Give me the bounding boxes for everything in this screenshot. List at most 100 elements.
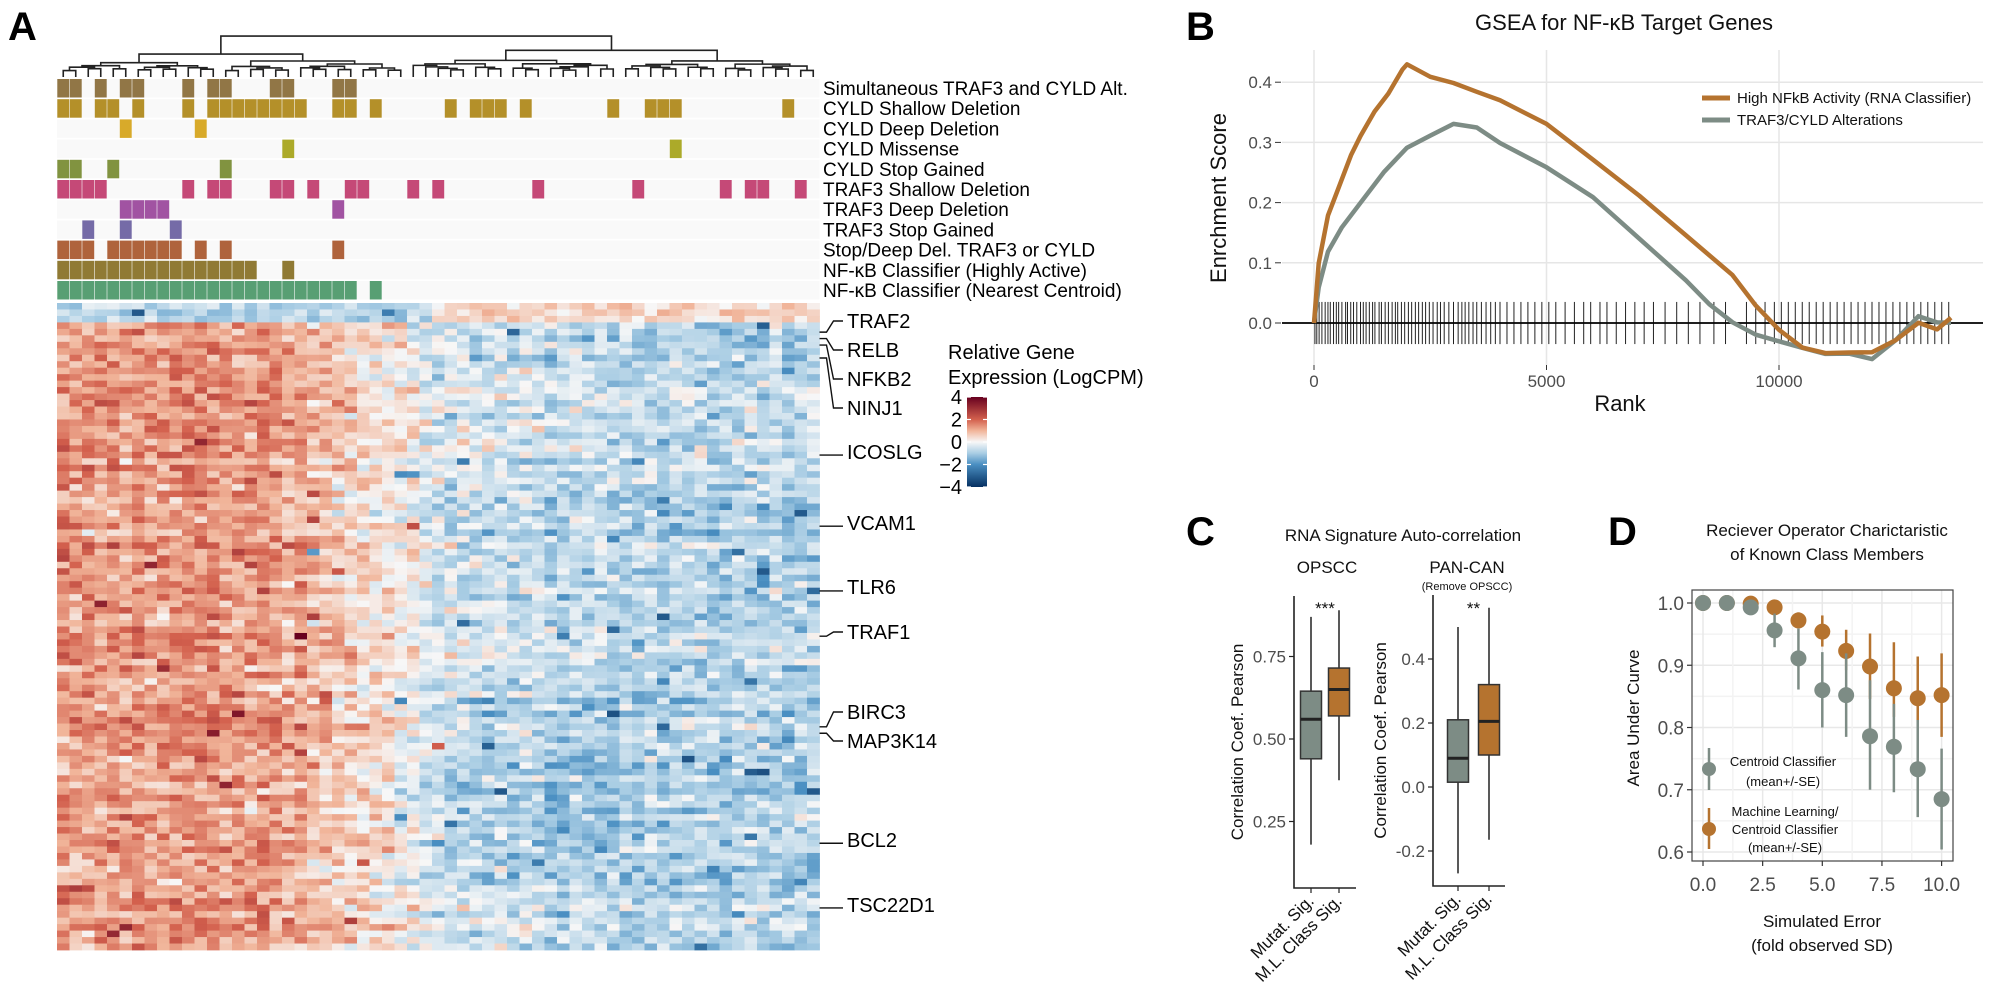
heatmap-cell — [582, 684, 595, 692]
heatmap-cell — [144, 730, 158, 737]
heatmap-cell — [669, 581, 683, 589]
heatmap-cell — [682, 341, 695, 349]
annotation-cell — [319, 281, 332, 300]
heatmap-cell — [169, 801, 183, 809]
heatmap-cell — [432, 477, 445, 485]
heatmap-cell — [607, 412, 620, 420]
heatmap-cell — [107, 303, 120, 310]
heatmap-cell — [107, 555, 120, 563]
heatmap-cell — [532, 600, 545, 608]
heatmap-cell — [719, 516, 733, 524]
heatmap-cell — [657, 542, 670, 550]
heatmap-cell — [557, 380, 570, 388]
heatmap-cell — [707, 794, 720, 802]
heatmap-cell — [294, 561, 308, 569]
annotation-cell — [69, 79, 82, 98]
heatmap-cell — [657, 387, 670, 394]
heatmap-cell — [207, 574, 220, 582]
heatmap-cell — [82, 516, 95, 524]
heatmap-cell — [82, 535, 95, 543]
heatmap-cell — [344, 367, 358, 375]
heatmap-cell — [457, 380, 470, 388]
heatmap-cell — [794, 322, 808, 330]
heatmap-cell — [244, 697, 258, 705]
heatmap-cell — [294, 581, 308, 589]
heatmap-cell — [782, 658, 795, 666]
heatmap-cell — [607, 639, 620, 647]
heatmap-cell — [257, 309, 270, 317]
heatmap-cell — [107, 632, 120, 640]
heatmap-cell — [307, 348, 320, 356]
heatmap-cell — [144, 645, 158, 653]
heatmap-cell — [444, 419, 458, 427]
heatmap-cell — [757, 451, 770, 459]
heatmap-cell — [94, 678, 108, 686]
heatmap-cell — [407, 710, 420, 718]
heatmap-cell — [244, 801, 258, 809]
heatmap-cell — [607, 626, 620, 634]
heatmap-cell — [269, 658, 283, 666]
heatmap-cell — [569, 412, 583, 420]
heatmap-cell — [194, 328, 208, 336]
heatmap-cell — [694, 367, 708, 375]
heatmap-cell — [382, 607, 395, 614]
heatmap-cell — [494, 587, 508, 595]
heatmap-cell — [532, 464, 545, 472]
heatmap-cell — [732, 393, 745, 401]
heatmap-cell — [432, 400, 445, 407]
heatmap-cell — [232, 406, 245, 414]
heatmap-cell — [532, 412, 545, 420]
heatmap-cell — [594, 387, 608, 394]
heatmap-cell — [769, 354, 783, 362]
heatmap-cell — [444, 587, 458, 595]
heatmap-cell — [219, 419, 233, 427]
heatmap-cell — [757, 561, 770, 569]
heatmap-cell — [319, 322, 333, 330]
heatmap-cell — [594, 328, 608, 336]
heatmap-cell — [619, 315, 633, 323]
heatmap-cell — [107, 309, 120, 317]
heatmap-cell — [482, 717, 495, 724]
heatmap-cell — [344, 788, 358, 796]
heatmap-cell — [669, 568, 683, 576]
heatmap-cell — [794, 548, 808, 556]
heatmap-cell — [757, 464, 770, 472]
heatmap-cell — [582, 458, 595, 466]
heatmap-cell — [357, 665, 370, 673]
heatmap-cell — [644, 354, 658, 362]
heatmap-cell — [382, 658, 395, 666]
heatmap-cell — [432, 412, 445, 420]
heatmap-cell — [494, 555, 508, 563]
heatmap-cell — [669, 600, 683, 608]
heatmap-cell — [432, 348, 445, 356]
heatmap-cell — [682, 522, 695, 530]
heatmap-cell — [232, 620, 245, 627]
heatmap-cell — [357, 522, 370, 530]
heatmap-cell — [182, 639, 195, 647]
heatmap-cell — [469, 555, 483, 563]
heatmap-cell — [244, 671, 258, 679]
heatmap-cell — [332, 354, 345, 362]
heatmap-cell — [232, 464, 245, 472]
heatmap-cell — [494, 497, 508, 504]
heatmap-cell — [394, 742, 408, 750]
heatmap-cell — [632, 613, 645, 621]
heatmap-cell — [344, 652, 358, 660]
annotation-cell — [119, 260, 132, 280]
heatmap-cell — [69, 464, 83, 472]
heatmap-cell — [344, 348, 358, 356]
heatmap-cell — [469, 613, 483, 621]
heatmap-cell — [607, 510, 620, 517]
heatmap-cell — [619, 762, 633, 770]
heatmap-cell — [594, 788, 608, 796]
heatmap-cell — [244, 600, 258, 608]
heatmap-cell — [57, 393, 70, 401]
heatmap-cell — [232, 522, 245, 530]
heatmap-cell — [682, 477, 695, 485]
heatmap-cell — [69, 303, 83, 310]
heatmap-cell — [457, 768, 470, 776]
heatmap-cell — [757, 632, 770, 640]
heatmap-cell — [169, 335, 183, 343]
heatmap-cell — [232, 348, 245, 356]
heatmap-cell — [219, 522, 233, 530]
